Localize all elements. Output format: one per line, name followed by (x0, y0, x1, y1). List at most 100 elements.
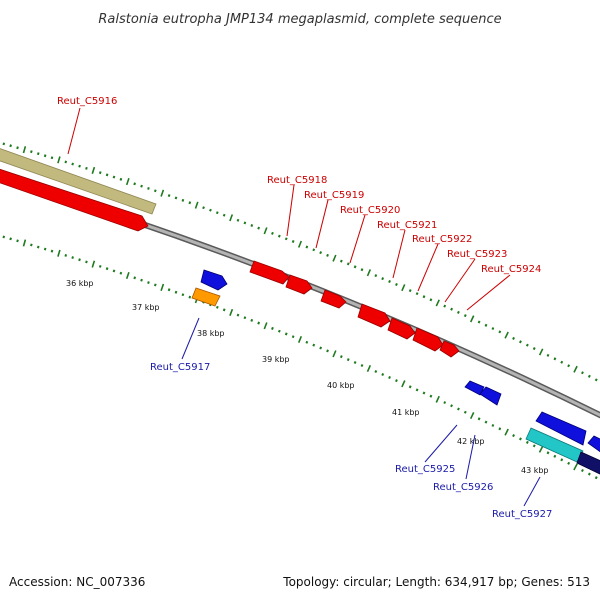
lower-track-minor-tick (422, 391, 426, 395)
lower-track-minor-tick (388, 376, 391, 379)
leader-reut-c5922 (417, 243, 439, 292)
upper-track-major-tick (332, 254, 337, 262)
gene-reut-c5924[interactable] (439, 340, 460, 358)
upper-track-minor-tick (381, 277, 385, 281)
lower-track-minor-tick (30, 243, 33, 247)
lower-track-minor-tick (250, 318, 254, 322)
lower-track-minor-tick (243, 316, 247, 320)
lower-track-minor-tick (519, 437, 522, 441)
upper-track-major-tick (573, 365, 578, 373)
gene-blue-large-1[interactable] (535, 411, 587, 446)
lower-track-minor-tick (498, 427, 502, 431)
gene-reut-c5916[interactable] (0, 166, 149, 232)
lower-track-minor-tick (512, 434, 515, 438)
leader-reut-c5918 (286, 184, 295, 237)
gene-reut-c5920[interactable] (320, 289, 347, 309)
gene-navy-block[interactable] (576, 451, 600, 477)
label-reut-c5918[interactable]: Reut_C5918 (267, 175, 327, 186)
lower-track-major-tick (366, 364, 372, 373)
label-reut-c5917[interactable]: Reut_C5917 (150, 362, 210, 373)
upper-track-minor-tick (64, 160, 68, 164)
label-reut-c5921[interactable]: Reut_C5921 (377, 220, 437, 231)
lower-track-major-tick (263, 322, 268, 330)
lower-track-minor-tick (381, 372, 385, 377)
lower-track-minor-tick (450, 404, 453, 408)
gene-reut-c5926[interactable] (479, 386, 502, 406)
lower-track-minor-tick (140, 278, 143, 282)
label-reut-c5920[interactable]: Reut_C5920 (340, 205, 400, 216)
lower-track-major-tick (332, 350, 337, 358)
upper-track-minor-tick (78, 164, 81, 168)
gene-reut-c5925[interactable] (464, 380, 485, 396)
leader-reut-c5919 (315, 199, 329, 249)
gene-blue-small-1[interactable] (200, 269, 228, 291)
leader-reut-c5921 (392, 229, 406, 279)
gene-reut-c5923[interactable] (412, 327, 444, 352)
lower-track-minor-tick (525, 440, 529, 444)
scale-label-42: 42 kbp (457, 437, 485, 446)
gene-reut-c5917[interactable] (191, 287, 221, 307)
label-reut-c5926[interactable]: Reut_C5926 (433, 482, 493, 493)
gene-reut-c5921[interactable] (357, 303, 391, 328)
upper-track-minor-tick (174, 196, 178, 200)
upper-track-minor-tick (360, 268, 364, 272)
lower-track-major-tick (538, 445, 544, 453)
lower-track-minor-tick (215, 305, 219, 309)
upper-scale-track (2, 142, 598, 382)
lower-track-minor-tick (305, 340, 309, 344)
lower-track-minor-tick (16, 239, 19, 243)
upper-track-minor-tick (567, 364, 571, 368)
upper-track-minor-tick (105, 173, 109, 177)
lower-track-minor-tick (119, 271, 123, 275)
upper-track-minor-tick (339, 259, 343, 263)
gene-reut-c5922[interactable] (387, 317, 416, 340)
upper-track-major-tick (469, 315, 475, 323)
label-leader-lines (67, 107, 541, 507)
lower-track-minor-tick (43, 247, 47, 251)
label-reut-c5927[interactable]: Reut_C5927 (492, 509, 552, 520)
upper-track-minor-tick (291, 240, 295, 243)
label-reut-c5916[interactable]: Reut_C5916 (57, 96, 117, 107)
label-reut-c5924[interactable]: Reut_C5924 (481, 264, 541, 275)
upper-track-minor-tick (188, 201, 192, 205)
feature-khaki-bar[interactable] (0, 145, 157, 215)
label-reut-c5925[interactable]: Reut_C5925 (395, 464, 455, 475)
leader-reut-c5925 (424, 424, 458, 463)
lower-track-minor-tick (463, 410, 467, 414)
lower-track-minor-tick (594, 476, 598, 480)
upper-track-major-tick (263, 227, 268, 235)
upper-track-major-tick (194, 201, 199, 209)
upper-track-minor-tick (112, 175, 116, 179)
upper-track-minor-tick (587, 374, 591, 378)
label-reut-c5923[interactable]: Reut_C5923 (447, 249, 507, 260)
gene-reut-c5919[interactable] (285, 274, 313, 295)
upper-track-major-tick (366, 269, 372, 277)
upper-track-minor-tick (463, 314, 467, 318)
label-reut-c5919[interactable]: Reut_C5919 (304, 190, 364, 201)
lower-track-minor-tick (346, 358, 350, 362)
upper-track-minor-tick (209, 208, 212, 212)
lower-track-minor-tick (277, 329, 281, 333)
lower-track-minor-tick (284, 332, 288, 336)
gene-blue-large-2[interactable] (587, 435, 600, 456)
lower-track-minor-tick (408, 385, 412, 389)
upper-track-major-tick (538, 348, 544, 356)
label-reut-c5922[interactable]: Reut_C5922 (412, 234, 472, 245)
upper-track-minor-tick (374, 274, 378, 278)
upper-track-minor-tick (415, 292, 419, 296)
lower-track-minor-tick (153, 283, 157, 287)
upper-track-minor-tick (236, 218, 240, 222)
upper-track-minor-tick (30, 150, 33, 154)
lower-track-minor-tick (36, 245, 40, 249)
lower-track-minor-tick (2, 235, 6, 239)
upper-track-minor-tick (2, 142, 6, 146)
upper-track-minor-tick (147, 187, 150, 190)
lower-track-minor-tick (339, 355, 343, 359)
upper-track-minor-tick (215, 211, 219, 215)
upper-track-minor-tick (43, 154, 47, 158)
gene-features (0, 145, 600, 477)
lower-track-minor-tick (78, 258, 81, 262)
upper-track-minor-tick (153, 189, 157, 193)
lower-track-major-tick (504, 428, 509, 436)
gene-reut-c5918[interactable] (249, 260, 290, 285)
